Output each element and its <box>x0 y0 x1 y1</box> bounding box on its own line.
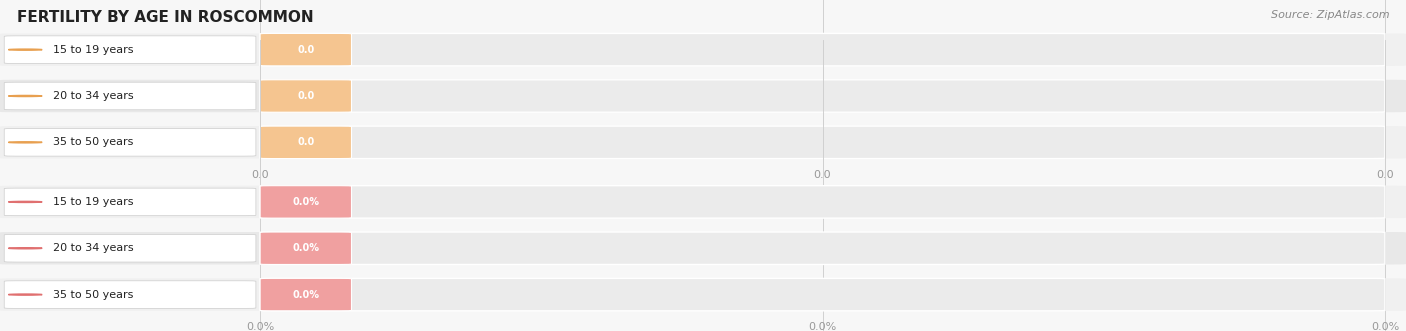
FancyBboxPatch shape <box>0 232 1406 264</box>
FancyBboxPatch shape <box>260 80 1385 112</box>
FancyBboxPatch shape <box>4 281 256 308</box>
Text: 0.0: 0.0 <box>297 91 315 101</box>
FancyBboxPatch shape <box>260 186 1385 218</box>
FancyBboxPatch shape <box>260 33 1385 66</box>
Text: 0.0: 0.0 <box>297 137 315 147</box>
Text: 15 to 19 years: 15 to 19 years <box>53 197 134 207</box>
FancyBboxPatch shape <box>4 234 256 262</box>
FancyBboxPatch shape <box>260 33 352 66</box>
Text: 0.0%: 0.0% <box>292 290 319 300</box>
Text: 35 to 50 years: 35 to 50 years <box>53 137 134 147</box>
Text: FERTILITY BY AGE IN ROSCOMMON: FERTILITY BY AGE IN ROSCOMMON <box>17 10 314 25</box>
Circle shape <box>8 248 42 249</box>
FancyBboxPatch shape <box>260 126 352 159</box>
Circle shape <box>8 49 42 50</box>
FancyBboxPatch shape <box>260 80 352 112</box>
Text: 0.0: 0.0 <box>297 45 315 55</box>
FancyBboxPatch shape <box>0 80 1406 112</box>
FancyBboxPatch shape <box>4 36 256 64</box>
FancyBboxPatch shape <box>4 82 256 110</box>
Circle shape <box>8 142 42 143</box>
Circle shape <box>8 201 42 203</box>
FancyBboxPatch shape <box>260 278 352 311</box>
Text: 15 to 19 years: 15 to 19 years <box>53 45 134 55</box>
FancyBboxPatch shape <box>0 186 1406 218</box>
FancyBboxPatch shape <box>260 232 1385 264</box>
Text: Source: ZipAtlas.com: Source: ZipAtlas.com <box>1271 10 1389 20</box>
FancyBboxPatch shape <box>260 232 352 264</box>
FancyBboxPatch shape <box>260 126 1385 159</box>
Circle shape <box>8 294 42 295</box>
Text: 20 to 34 years: 20 to 34 years <box>53 91 134 101</box>
FancyBboxPatch shape <box>0 278 1406 311</box>
Circle shape <box>8 95 42 97</box>
FancyBboxPatch shape <box>4 128 256 156</box>
Text: 0.0%: 0.0% <box>292 243 319 253</box>
FancyBboxPatch shape <box>4 188 256 216</box>
FancyBboxPatch shape <box>0 126 1406 159</box>
FancyBboxPatch shape <box>260 186 352 218</box>
Text: 35 to 50 years: 35 to 50 years <box>53 290 134 300</box>
Text: 20 to 34 years: 20 to 34 years <box>53 243 134 253</box>
FancyBboxPatch shape <box>260 278 1385 311</box>
FancyBboxPatch shape <box>0 33 1406 66</box>
Text: 0.0%: 0.0% <box>292 197 319 207</box>
